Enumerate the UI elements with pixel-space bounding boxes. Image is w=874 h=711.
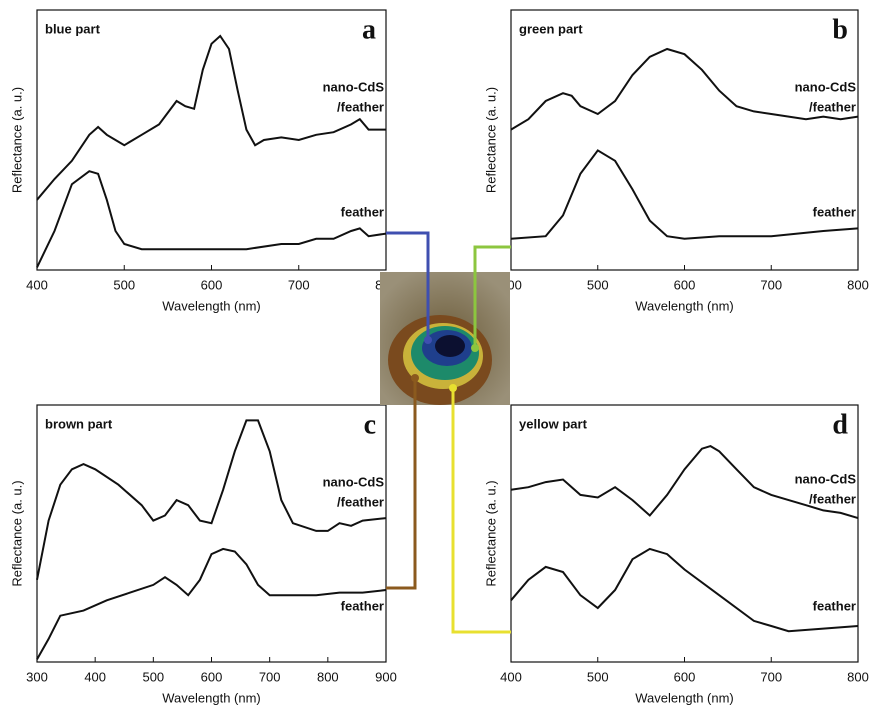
spectrum-line bbox=[36, 419, 387, 580]
x-tick-label: 400 bbox=[84, 669, 106, 684]
plot-frame bbox=[510, 9, 859, 271]
y-axis-label: Reflectance (a. u.) bbox=[483, 87, 498, 193]
x-axis-label: Wavelength (nm) bbox=[635, 690, 734, 705]
connectors bbox=[386, 231, 511, 634]
x-tick-label: 400 bbox=[26, 277, 48, 292]
x-tick-label: 700 bbox=[760, 277, 782, 292]
x-tick-label: 600 bbox=[201, 277, 223, 292]
eye-center bbox=[435, 335, 465, 357]
feather-photo bbox=[380, 272, 510, 405]
series-label: feather bbox=[813, 204, 856, 219]
spectrum-line bbox=[510, 445, 859, 520]
panel-letter: c bbox=[364, 409, 376, 440]
series-label: /feather bbox=[809, 99, 856, 114]
spectrum-line bbox=[36, 34, 386, 201]
x-tick-label: 500 bbox=[587, 669, 609, 684]
x-axis-label: Wavelength (nm) bbox=[162, 298, 261, 313]
spectrum-line bbox=[36, 547, 387, 660]
series-label: feather bbox=[341, 204, 384, 219]
yellow-connector bbox=[451, 388, 511, 634]
green-dot bbox=[471, 344, 479, 352]
x-tick-label: 500 bbox=[113, 277, 135, 292]
spectrum-line bbox=[510, 149, 859, 240]
x-tick-label: 800 bbox=[847, 277, 869, 292]
series-label: /feather bbox=[337, 99, 384, 114]
yellow-dot bbox=[449, 384, 457, 392]
series-label: nano-CdS bbox=[323, 79, 385, 94]
series-label: /feather bbox=[337, 494, 384, 509]
series-label: nano-CdS bbox=[795, 471, 857, 486]
plots: 400 500 600 700 800 Wavelength (nm) Reflectanc… bbox=[9, 9, 869, 705]
brown-connector bbox=[386, 378, 417, 590]
spectrum-line bbox=[510, 47, 859, 131]
plot-frame bbox=[36, 9, 387, 271]
x-axis-label: Wavelength (nm) bbox=[635, 298, 734, 313]
series-label: /feather bbox=[809, 491, 856, 506]
panel-label: brown part bbox=[45, 416, 113, 431]
x-axis-label: Wavelength (nm) bbox=[162, 690, 261, 705]
panel-letter: b bbox=[832, 14, 848, 45]
plot-frame bbox=[510, 404, 859, 663]
y-axis-label: Reflectance (a. u.) bbox=[9, 480, 24, 586]
x-tick-label: 800 bbox=[317, 669, 339, 684]
x-tick-label: 900 bbox=[375, 669, 397, 684]
x-tick-label: 500 bbox=[587, 277, 609, 292]
x-tick-label: 600 bbox=[674, 277, 696, 292]
blue-connector bbox=[386, 231, 430, 340]
panel-letter: a bbox=[362, 14, 376, 45]
x-tick-label: 500 bbox=[142, 669, 164, 684]
x-tick-label: 700 bbox=[259, 669, 281, 684]
x-tick-label: 400 bbox=[500, 669, 522, 684]
x-tick-label: 800 bbox=[847, 669, 869, 684]
panel-label: blue part bbox=[45, 21, 101, 36]
spectrum-line bbox=[36, 170, 387, 268]
series-label: feather bbox=[341, 598, 384, 613]
panel-letter: d bbox=[832, 409, 848, 440]
x-tick-label: 600 bbox=[674, 669, 696, 684]
y-axis-label: Reflectance (a. u.) bbox=[483, 480, 498, 586]
x-tick-label: 700 bbox=[288, 277, 310, 292]
series-label: nano-CdS bbox=[323, 474, 385, 489]
series-label: feather bbox=[813, 598, 856, 613]
panel-label: green part bbox=[519, 21, 583, 36]
green-connector bbox=[473, 245, 511, 348]
plot-frame bbox=[36, 404, 387, 663]
y-axis-label: Reflectance (a. u.) bbox=[9, 87, 24, 193]
spectrum-line bbox=[510, 547, 859, 633]
series-label: nano-CdS bbox=[795, 79, 857, 94]
panel-label: yellow part bbox=[519, 416, 588, 431]
x-tick-label: 300 bbox=[26, 669, 48, 684]
x-tick-label: 600 bbox=[201, 669, 223, 684]
blue-dot bbox=[424, 336, 432, 344]
brown-dot bbox=[411, 374, 419, 382]
x-tick-label: 700 bbox=[760, 669, 782, 684]
